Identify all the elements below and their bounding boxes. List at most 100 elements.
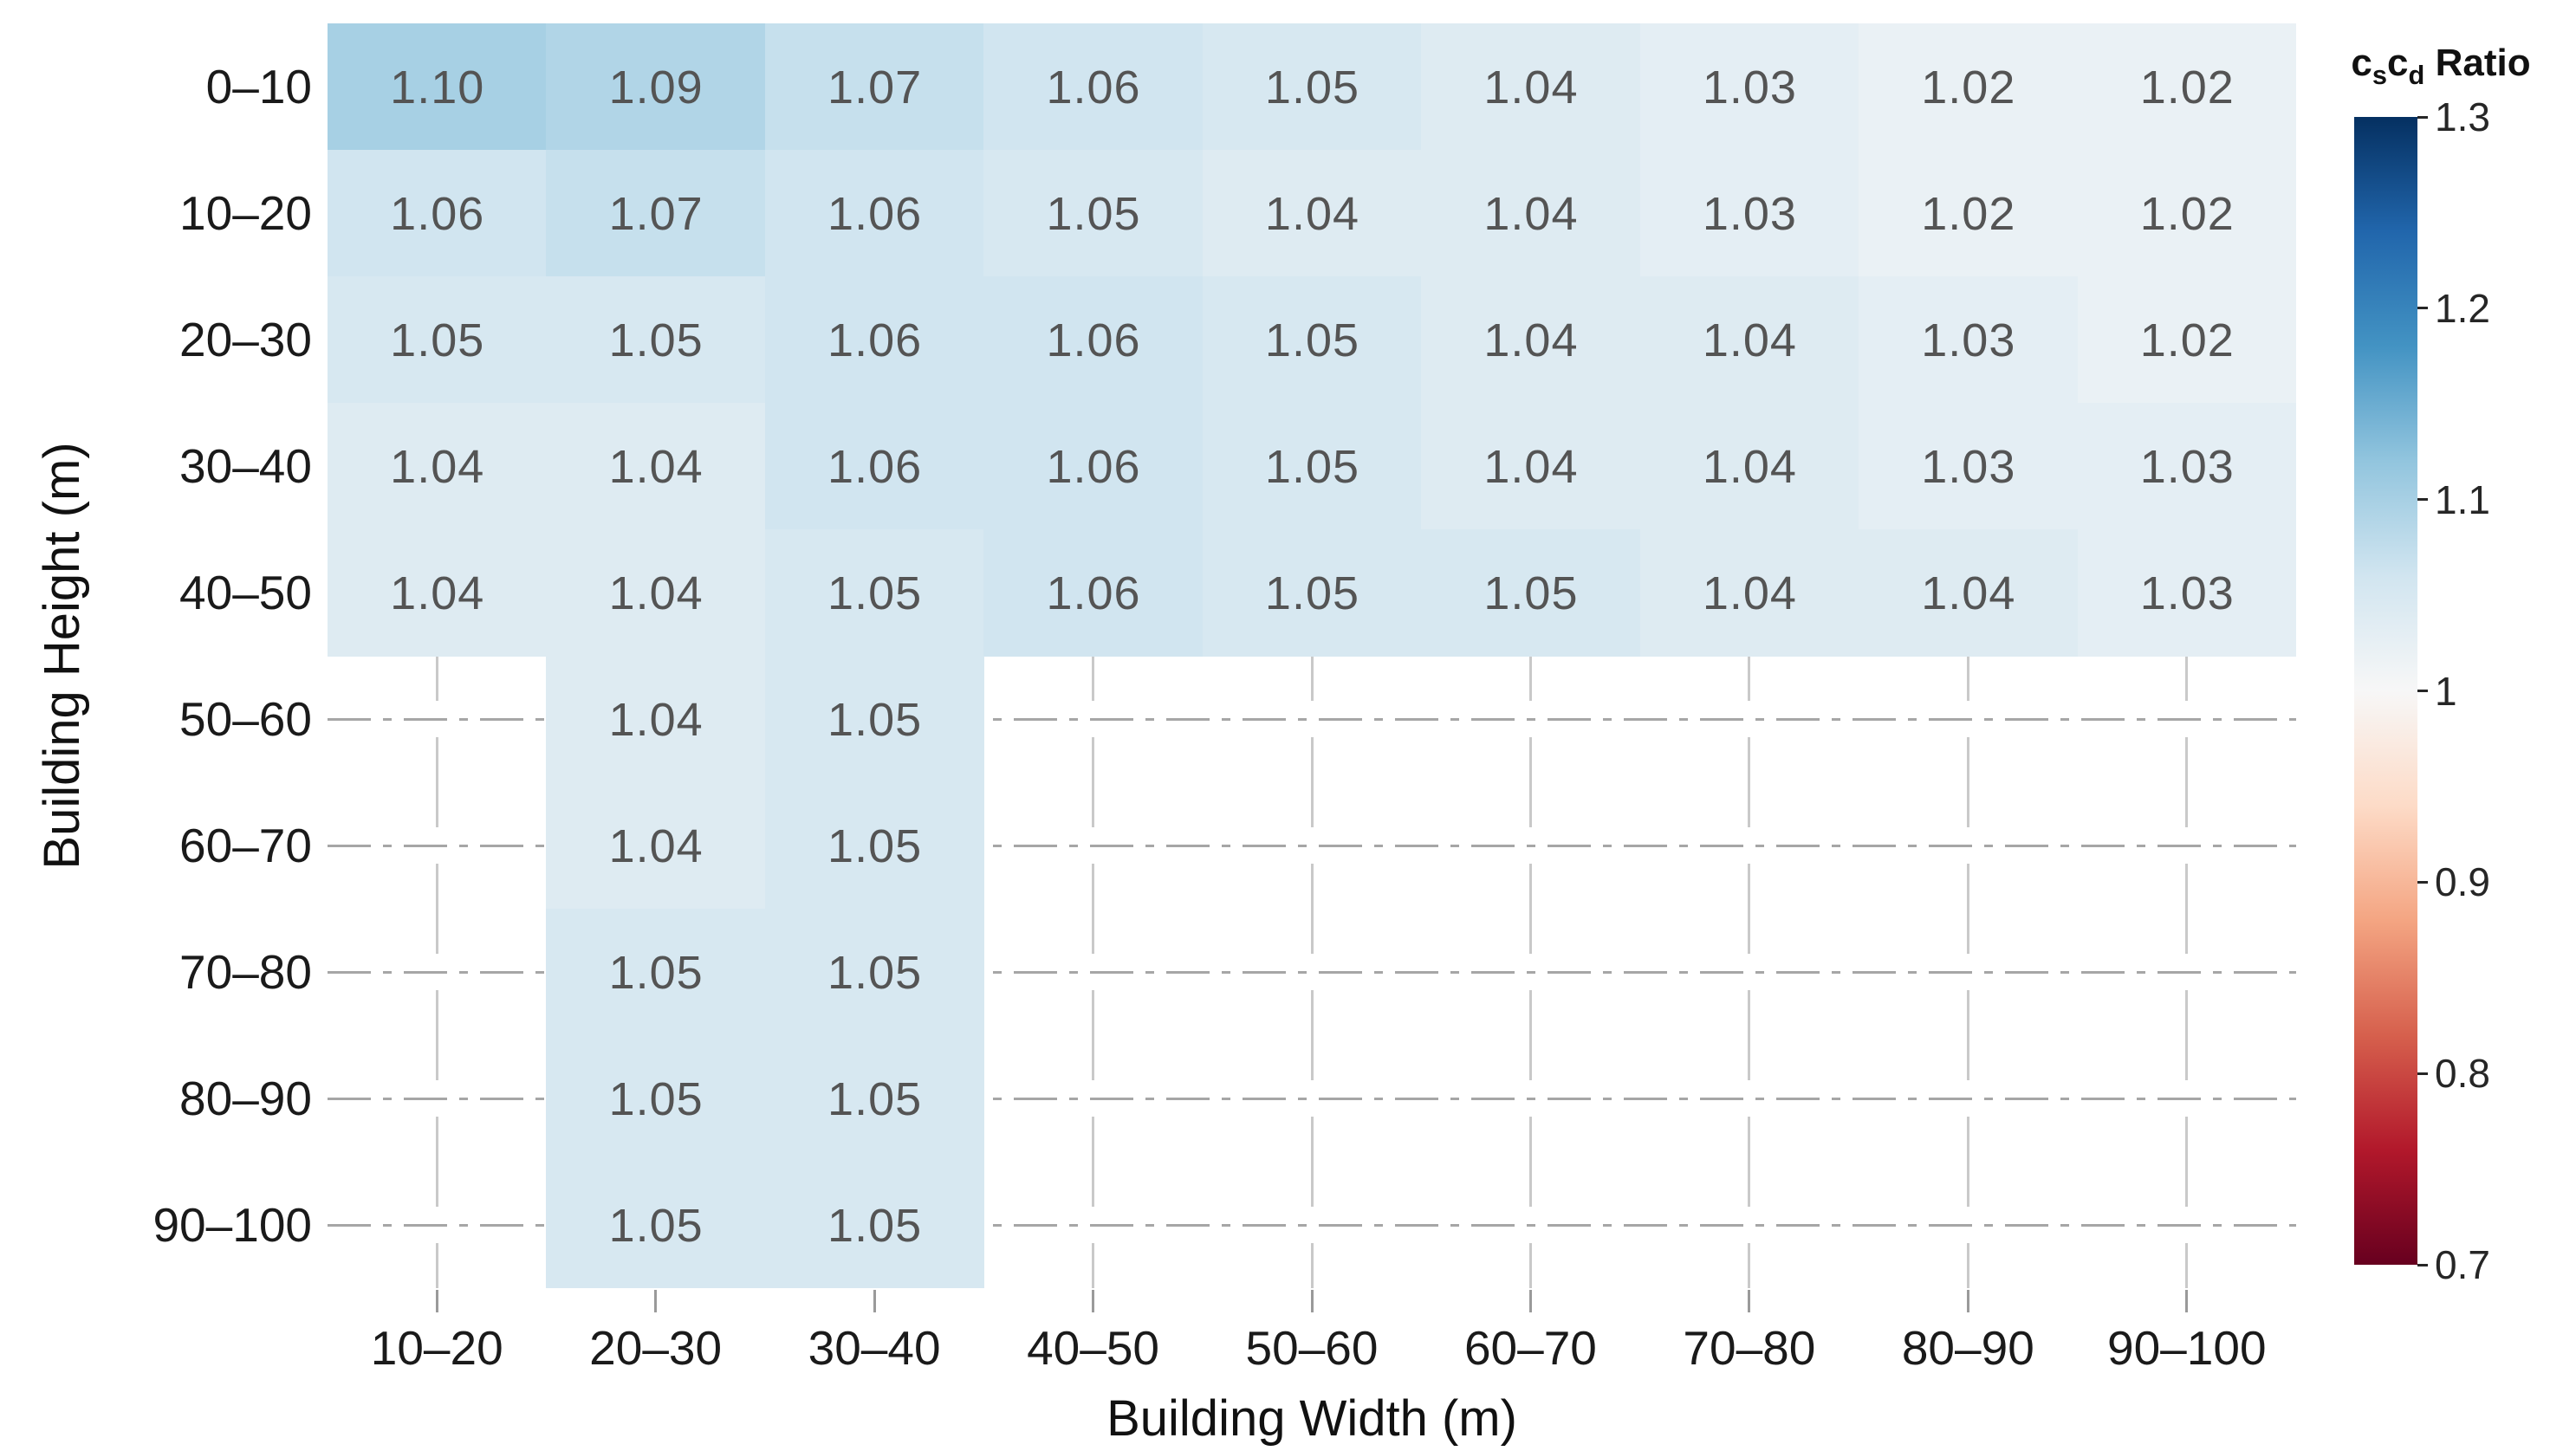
heatmap-cell[interactable]: 1.06 bbox=[328, 150, 548, 277]
colorbar-tick-mark bbox=[2417, 1072, 2428, 1075]
heatmap-cell[interactable]: 1.04 bbox=[546, 403, 766, 530]
heatmap-cell[interactable]: 1.05 bbox=[764, 529, 985, 657]
heatmap-cell[interactable]: 1.05 bbox=[1202, 276, 1423, 404]
heatmap-cell[interactable]: 1.02 bbox=[1859, 23, 2079, 151]
heatmap-cell[interactable]: 1.05 bbox=[764, 909, 985, 1036]
x-tick-label: 70–80 bbox=[1683, 1321, 1816, 1375]
x-tick-mark bbox=[1092, 1290, 1095, 1312]
heatmap-cell[interactable]: 1.07 bbox=[546, 150, 766, 277]
heatmap-cell[interactable]: 1.06 bbox=[983, 529, 1204, 657]
heatmap-cell[interactable]: 1.05 bbox=[546, 276, 766, 404]
x-tick-label: 40–50 bbox=[1027, 1321, 1160, 1375]
heatmap-cell[interactable]: 1.05 bbox=[764, 1035, 985, 1163]
heatmap-cell[interactable]: 1.03 bbox=[1859, 276, 2079, 404]
heatmap-cell[interactable]: 1.05 bbox=[1421, 529, 1641, 657]
heatmap-cell[interactable]: 1.04 bbox=[546, 782, 766, 910]
heatmap-cell[interactable]: 1.04 bbox=[546, 529, 766, 657]
heatmap-cell[interactable]: 1.09 bbox=[546, 23, 766, 151]
x-tick-mark bbox=[873, 1290, 876, 1312]
x-tick-label: 60–70 bbox=[1463, 1321, 1597, 1375]
heatmap-cell[interactable]: 1.04 bbox=[1639, 276, 1860, 404]
y-axis-title: Building Height (m) bbox=[34, 442, 90, 870]
x-tick-label: 10–20 bbox=[370, 1321, 503, 1375]
colorbar-tick-label: 1.1 bbox=[2435, 476, 2490, 522]
heatmap-cell[interactable]: 1.03 bbox=[1639, 23, 1860, 151]
heatmap-cell[interactable]: 1.04 bbox=[1421, 403, 1641, 530]
colorbar-tick-label: 1.2 bbox=[2435, 285, 2490, 331]
x-tick-label: 80–90 bbox=[1901, 1321, 2034, 1375]
heatmap-cell[interactable]: 1.04 bbox=[1421, 150, 1641, 277]
heatmap-cell[interactable]: 1.03 bbox=[1639, 150, 1860, 277]
heatmap-cell[interactable]: 1.04 bbox=[1859, 529, 2079, 657]
colorbar-tick-label: 1.3 bbox=[2435, 94, 2490, 139]
heatmap-cell[interactable]: 1.03 bbox=[2077, 403, 2296, 530]
x-axis-title: Building Width (m) bbox=[1106, 1390, 1517, 1447]
heatmap-cell[interactable]: 1.06 bbox=[764, 403, 985, 530]
heatmap-cell[interactable]: 1.02 bbox=[1859, 150, 2079, 277]
heatmap-cell[interactable]: 1.06 bbox=[983, 23, 1204, 151]
heatmap-cell[interactable]: 1.05 bbox=[546, 1035, 766, 1163]
heatmap-cell[interactable]: 1.05 bbox=[1202, 403, 1423, 530]
x-tick-mark bbox=[654, 1290, 658, 1312]
colorbar-gradient bbox=[2354, 117, 2417, 1265]
heatmap-cell[interactable]: 1.02 bbox=[2077, 150, 2296, 277]
heatmap-cell[interactable]: 1.04 bbox=[328, 403, 548, 530]
heatmap-cell[interactable]: 1.05 bbox=[1202, 529, 1423, 657]
heatmap-cell[interactable]: 1.03 bbox=[2077, 529, 2296, 657]
y-tick-label: 50–60 bbox=[179, 692, 312, 746]
heatmap-cell[interactable]: 1.04 bbox=[328, 529, 548, 657]
heatmap-cell[interactable]: 1.04 bbox=[1202, 150, 1423, 277]
x-tick-label: 50–60 bbox=[1245, 1321, 1379, 1375]
colorbar-tick-mark bbox=[2417, 690, 2428, 692]
heatmap-cell[interactable]: 1.06 bbox=[983, 276, 1204, 404]
heatmap-cell[interactable]: 1.06 bbox=[764, 150, 985, 277]
plot-area: 1.10 1.09 1.07 1.06 1.05 1.04 1.03 1.02 1.02 1.06… bbox=[328, 23, 2296, 1288]
colorbar-tick-label: 0.7 bbox=[2435, 1242, 2490, 1287]
x-tick-mark bbox=[1528, 1290, 1532, 1312]
x-tick-mark bbox=[435, 1290, 438, 1312]
x-tick-mark bbox=[1310, 1290, 1314, 1312]
y-tick-label: 70–80 bbox=[179, 945, 312, 999]
colorbar-tick-label: 0.9 bbox=[2435, 859, 2490, 905]
colorbar-title: cscd Ratio bbox=[2351, 42, 2531, 90]
heatmap-cell[interactable]: 1.05 bbox=[546, 909, 766, 1036]
y-tick-label: 10–20 bbox=[179, 186, 312, 240]
x-tick-mark bbox=[2185, 1290, 2189, 1312]
colorbar-tick-mark bbox=[2417, 880, 2428, 884]
y-tick-label: 60–70 bbox=[179, 819, 312, 872]
heatmap-cell[interactable]: 1.05 bbox=[1202, 23, 1423, 151]
colorbar-tick-mark bbox=[2417, 115, 2428, 119]
heatmap-cell[interactable]: 1.05 bbox=[764, 782, 985, 910]
heatmap-cell[interactable]: 1.04 bbox=[1421, 276, 1641, 404]
heatmap-cell[interactable]: 1.05 bbox=[764, 1162, 985, 1288]
x-tick-label: 90–100 bbox=[2107, 1321, 2267, 1375]
colorbar-tick-mark bbox=[2417, 307, 2428, 310]
heatmap-cell[interactable]: 1.05 bbox=[328, 276, 548, 404]
heatmap-cell[interactable]: 1.02 bbox=[2077, 276, 2296, 404]
heatmap-cell[interactable]: 1.06 bbox=[983, 403, 1204, 530]
x-tick-mark bbox=[1748, 1290, 1751, 1312]
y-tick-label: 40–50 bbox=[179, 566, 312, 619]
heatmap-cell[interactable]: 1.02 bbox=[2077, 23, 2296, 151]
x-tick-mark bbox=[1966, 1290, 1969, 1312]
heatmap-cell[interactable]: 1.03 bbox=[1859, 403, 2079, 530]
heatmap-cell[interactable]: 1.04 bbox=[1421, 23, 1641, 151]
y-tick-label: 20–30 bbox=[179, 313, 312, 366]
heatmap-cell[interactable]: 1.05 bbox=[983, 150, 1204, 277]
colorbar-tick-label: 0.8 bbox=[2435, 1051, 2490, 1097]
y-tick-label: 80–90 bbox=[179, 1072, 312, 1125]
heatmap-cell[interactable]: 1.10 bbox=[328, 23, 548, 151]
y-tick-label: 30–40 bbox=[179, 439, 312, 493]
heatmap-cell[interactable]: 1.06 bbox=[764, 276, 985, 404]
heatmap-cell[interactable]: 1.05 bbox=[546, 1162, 766, 1288]
y-tick-label: 0–10 bbox=[205, 60, 312, 113]
colorbar-tick-mark bbox=[2417, 498, 2428, 502]
heatmap-cell[interactable]: 1.04 bbox=[546, 656, 766, 783]
heatmap-cell[interactable]: 1.04 bbox=[1639, 529, 1860, 657]
y-tick-label: 90–100 bbox=[152, 1198, 312, 1252]
heatmap-cell[interactable]: 1.04 bbox=[1639, 403, 1860, 530]
heatmap-cell[interactable]: 1.07 bbox=[764, 23, 985, 151]
colorbar-tick-label: 1 bbox=[2435, 668, 2457, 714]
heatmap-cell[interactable]: 1.05 bbox=[764, 656, 985, 783]
